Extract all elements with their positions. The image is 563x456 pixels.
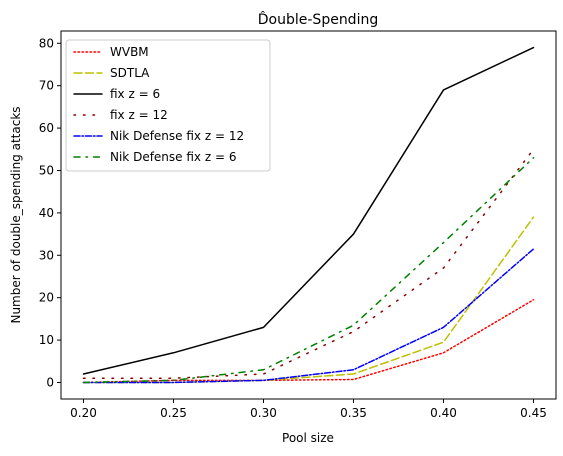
y-tick-label: 50 (39, 163, 54, 177)
y-axis-label: Number of double_spending attacks (9, 106, 23, 323)
x-axis-label: Pool size (282, 431, 334, 445)
legend-label: SDTLA (110, 66, 150, 80)
legend-label: Nik Defense fix z = 6 (110, 150, 236, 164)
plot-frame (60, 30, 557, 400)
legend-label: fix z = 6 (110, 87, 160, 101)
series-line-nik-defense-fix-z-12 (82, 248, 535, 384)
y-tick-label: 70 (39, 79, 54, 93)
y-axis: 0 10 20 30 40 50 60 70 80 (39, 36, 61, 389)
x-tick-label: 0.30 (250, 406, 277, 420)
legend: WVBM SDTLA fix z = 6 fix z = 12 Nik Defense … (65, 39, 271, 172)
x-tick-label: 0.40 (430, 406, 457, 420)
x-tick-label: 0.45 (520, 406, 547, 420)
x-axis: 0.20 0.25 0.30 0.35 0.40 0.45 (70, 399, 547, 420)
legend-label: fix z = 12 (110, 108, 168, 122)
y-tick-label: 80 (39, 36, 54, 50)
legend-label: Nik Defense fix z = 12 (110, 129, 244, 143)
legend-label: WVBM (110, 45, 149, 59)
series-line-wvbm (82, 299, 535, 384)
series-layer (82, 46, 535, 384)
y-tick-label: 30 (39, 248, 54, 262)
chart-title: D̂ouble-Spending (258, 11, 378, 28)
x-tick-label: 0.20 (70, 406, 97, 420)
series-line-fix-z-6 (82, 46, 535, 375)
y-tick-label: 60 (39, 121, 54, 135)
y-tick-label: 10 (39, 333, 54, 347)
y-tick-label: 0 (46, 375, 54, 389)
x-tick-label: 0.35 (340, 406, 367, 420)
y-tick-label: 20 (39, 291, 54, 305)
x-tick-label: 0.25 (160, 406, 187, 420)
legend-box (65, 39, 271, 172)
series-line-fix-z-12 (82, 148, 535, 379)
y-tick-label: 40 (39, 206, 54, 220)
